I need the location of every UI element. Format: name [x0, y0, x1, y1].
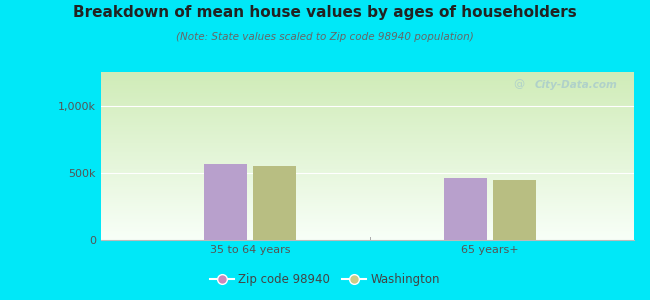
Bar	[493, 179, 536, 240]
Text: @: @	[514, 80, 525, 90]
Bar	[444, 178, 487, 240]
Text: (Note: State values scaled to Zip code 98940 population): (Note: State values scaled to Zip code 9…	[176, 32, 474, 41]
Bar	[204, 164, 247, 240]
Text: City-Data.com: City-Data.com	[535, 80, 617, 90]
Bar	[254, 166, 296, 240]
Legend: Zip code 98940, Washington: Zip code 98940, Washington	[205, 269, 445, 291]
Text: Breakdown of mean house values by ages of householders: Breakdown of mean house values by ages o…	[73, 4, 577, 20]
